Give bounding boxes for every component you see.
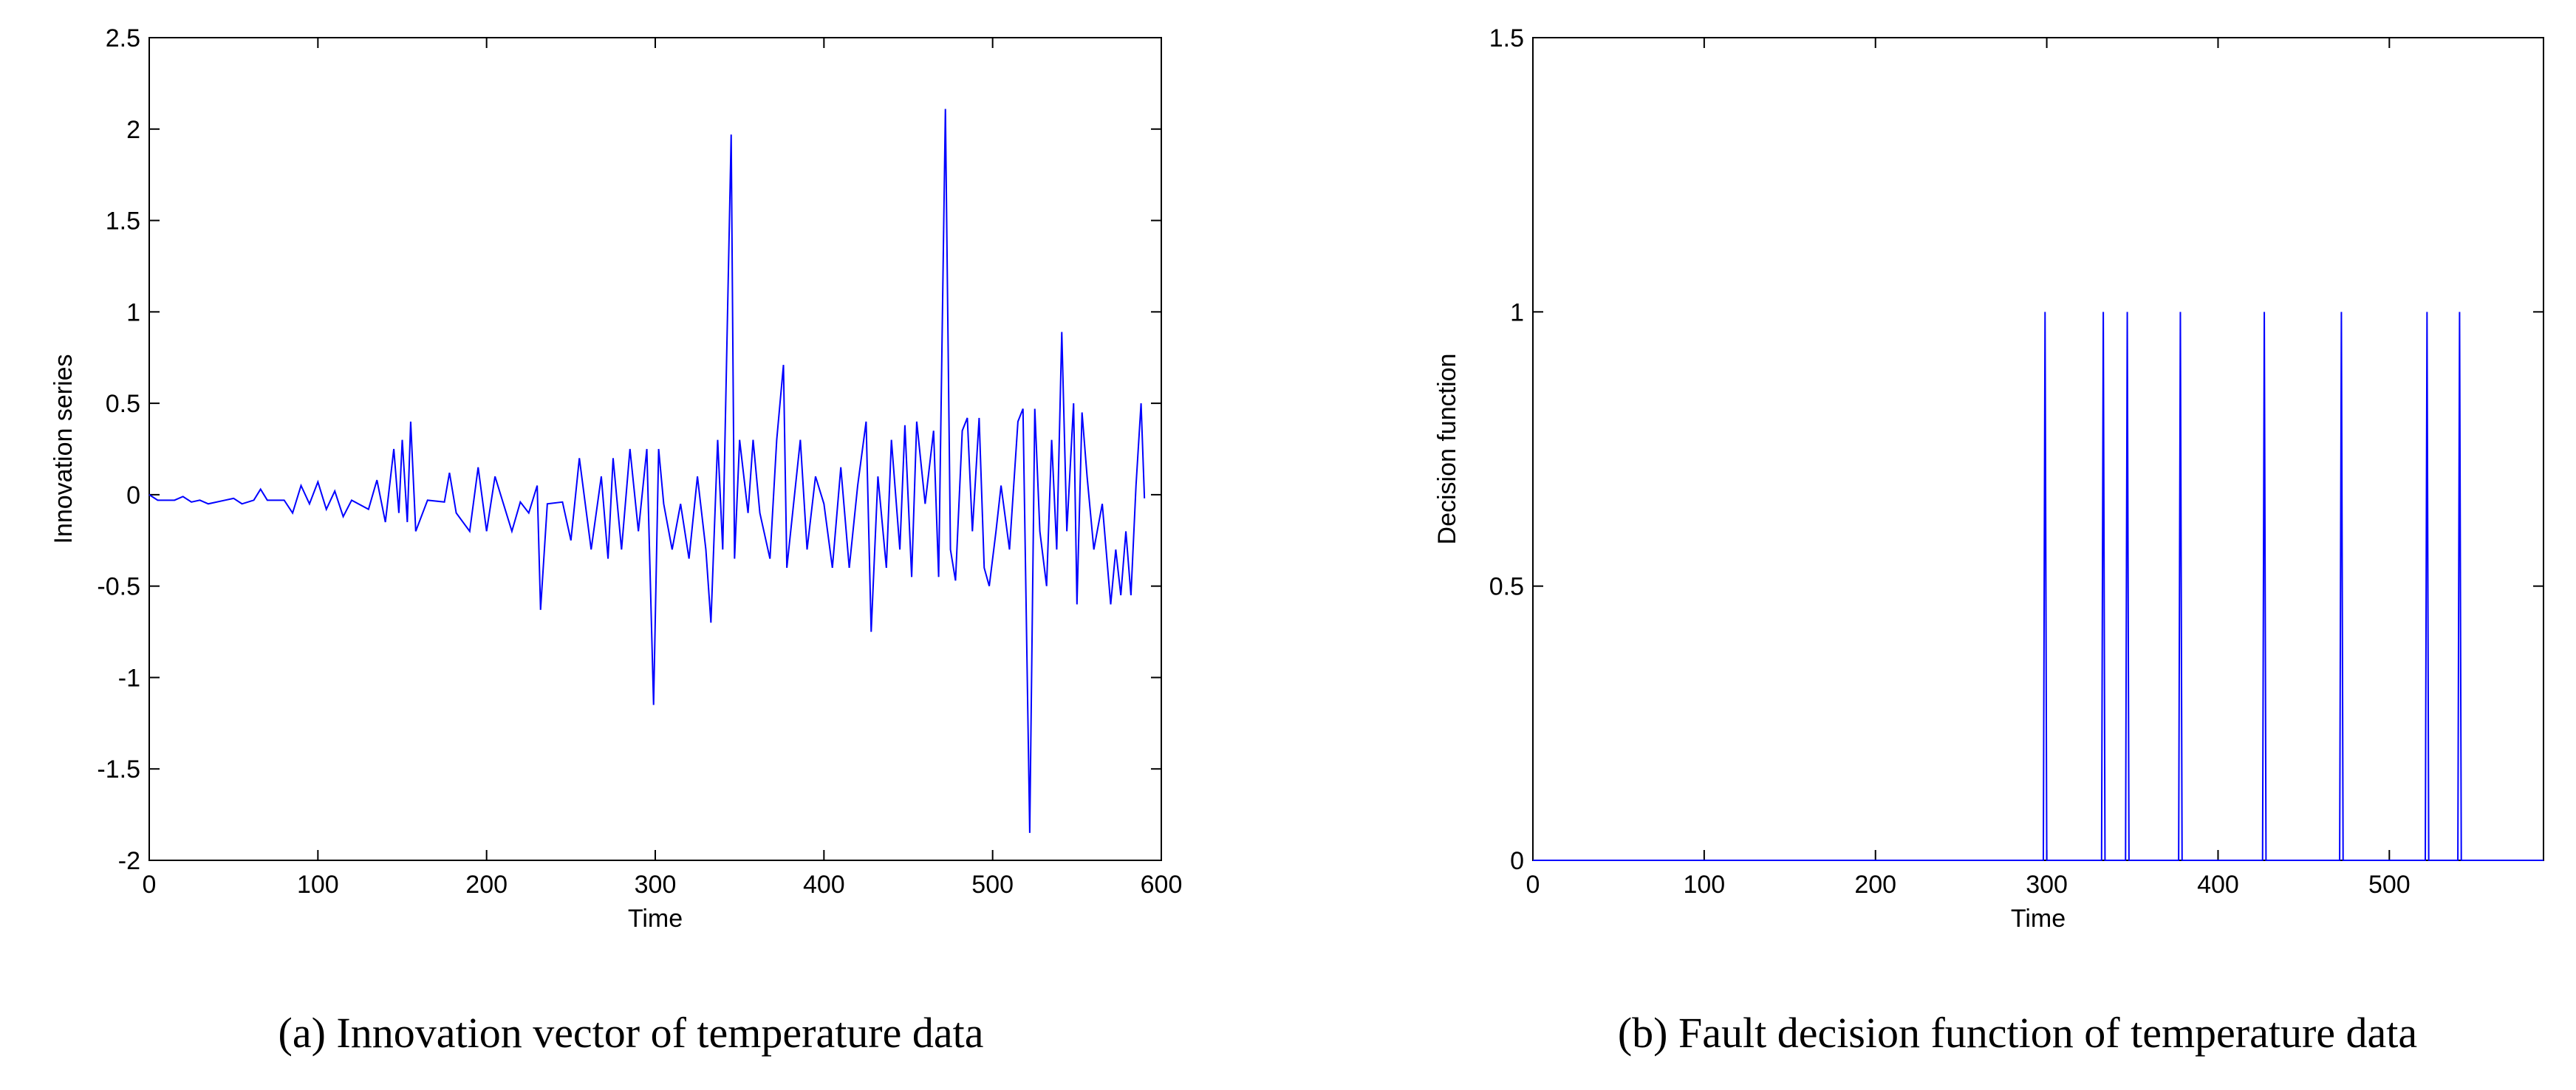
y-tick-label: 2 <box>126 116 140 144</box>
x-tick-label: 0 <box>1526 871 1540 899</box>
x-axis-label: Time <box>628 905 683 933</box>
x-tick-label: 300 <box>2026 871 2068 899</box>
y-axis-label: Innovation series <box>49 354 78 544</box>
x-tick-label: 600 <box>1141 871 1183 899</box>
x-tick-label: 100 <box>297 871 339 899</box>
x-tick-label: 200 <box>1854 871 1896 899</box>
x-tick-label: 0 <box>143 871 157 899</box>
caption: (a) Innovation vector of temperature dat… <box>279 1009 984 1057</box>
x-tick-label: 500 <box>971 871 1014 899</box>
y-tick-label: 0 <box>1510 847 1524 875</box>
data-line <box>148 109 1146 833</box>
y-tick-label: -1.5 <box>97 755 140 784</box>
y-tick-label: 1 <box>1510 298 1524 326</box>
x-tick-label: 200 <box>465 871 508 899</box>
plot-area <box>148 37 1162 861</box>
y-tick-label: -0.5 <box>97 573 140 601</box>
x-tick-label: 400 <box>803 871 845 899</box>
x-tick-label: 300 <box>635 871 677 899</box>
y-tick-label: -1 <box>118 664 140 692</box>
y-tick-label: 1.5 <box>106 208 140 236</box>
y-tick-label: 0.5 <box>1489 573 1524 601</box>
y-tick-label: 0 <box>126 481 140 510</box>
y-tick-label: 2.5 <box>106 24 140 52</box>
y-axis-label: Decision function <box>1433 354 1461 545</box>
y-tick-label: 0.5 <box>106 390 140 418</box>
y-tick-label: 1.5 <box>1489 24 1524 52</box>
x-tick-label: 400 <box>2197 871 2239 899</box>
x-axis-label: Time <box>2011 905 2066 933</box>
y-tick-label: -2 <box>118 847 140 875</box>
x-tick-label: 500 <box>2368 871 2411 899</box>
x-tick-label: 100 <box>1683 871 1725 899</box>
caption: (b) Fault decision function of temperatu… <box>1618 1009 2417 1057</box>
y-tick-label: 1 <box>126 298 140 326</box>
plot-area <box>1532 37 2544 861</box>
data-line <box>1533 312 2543 861</box>
